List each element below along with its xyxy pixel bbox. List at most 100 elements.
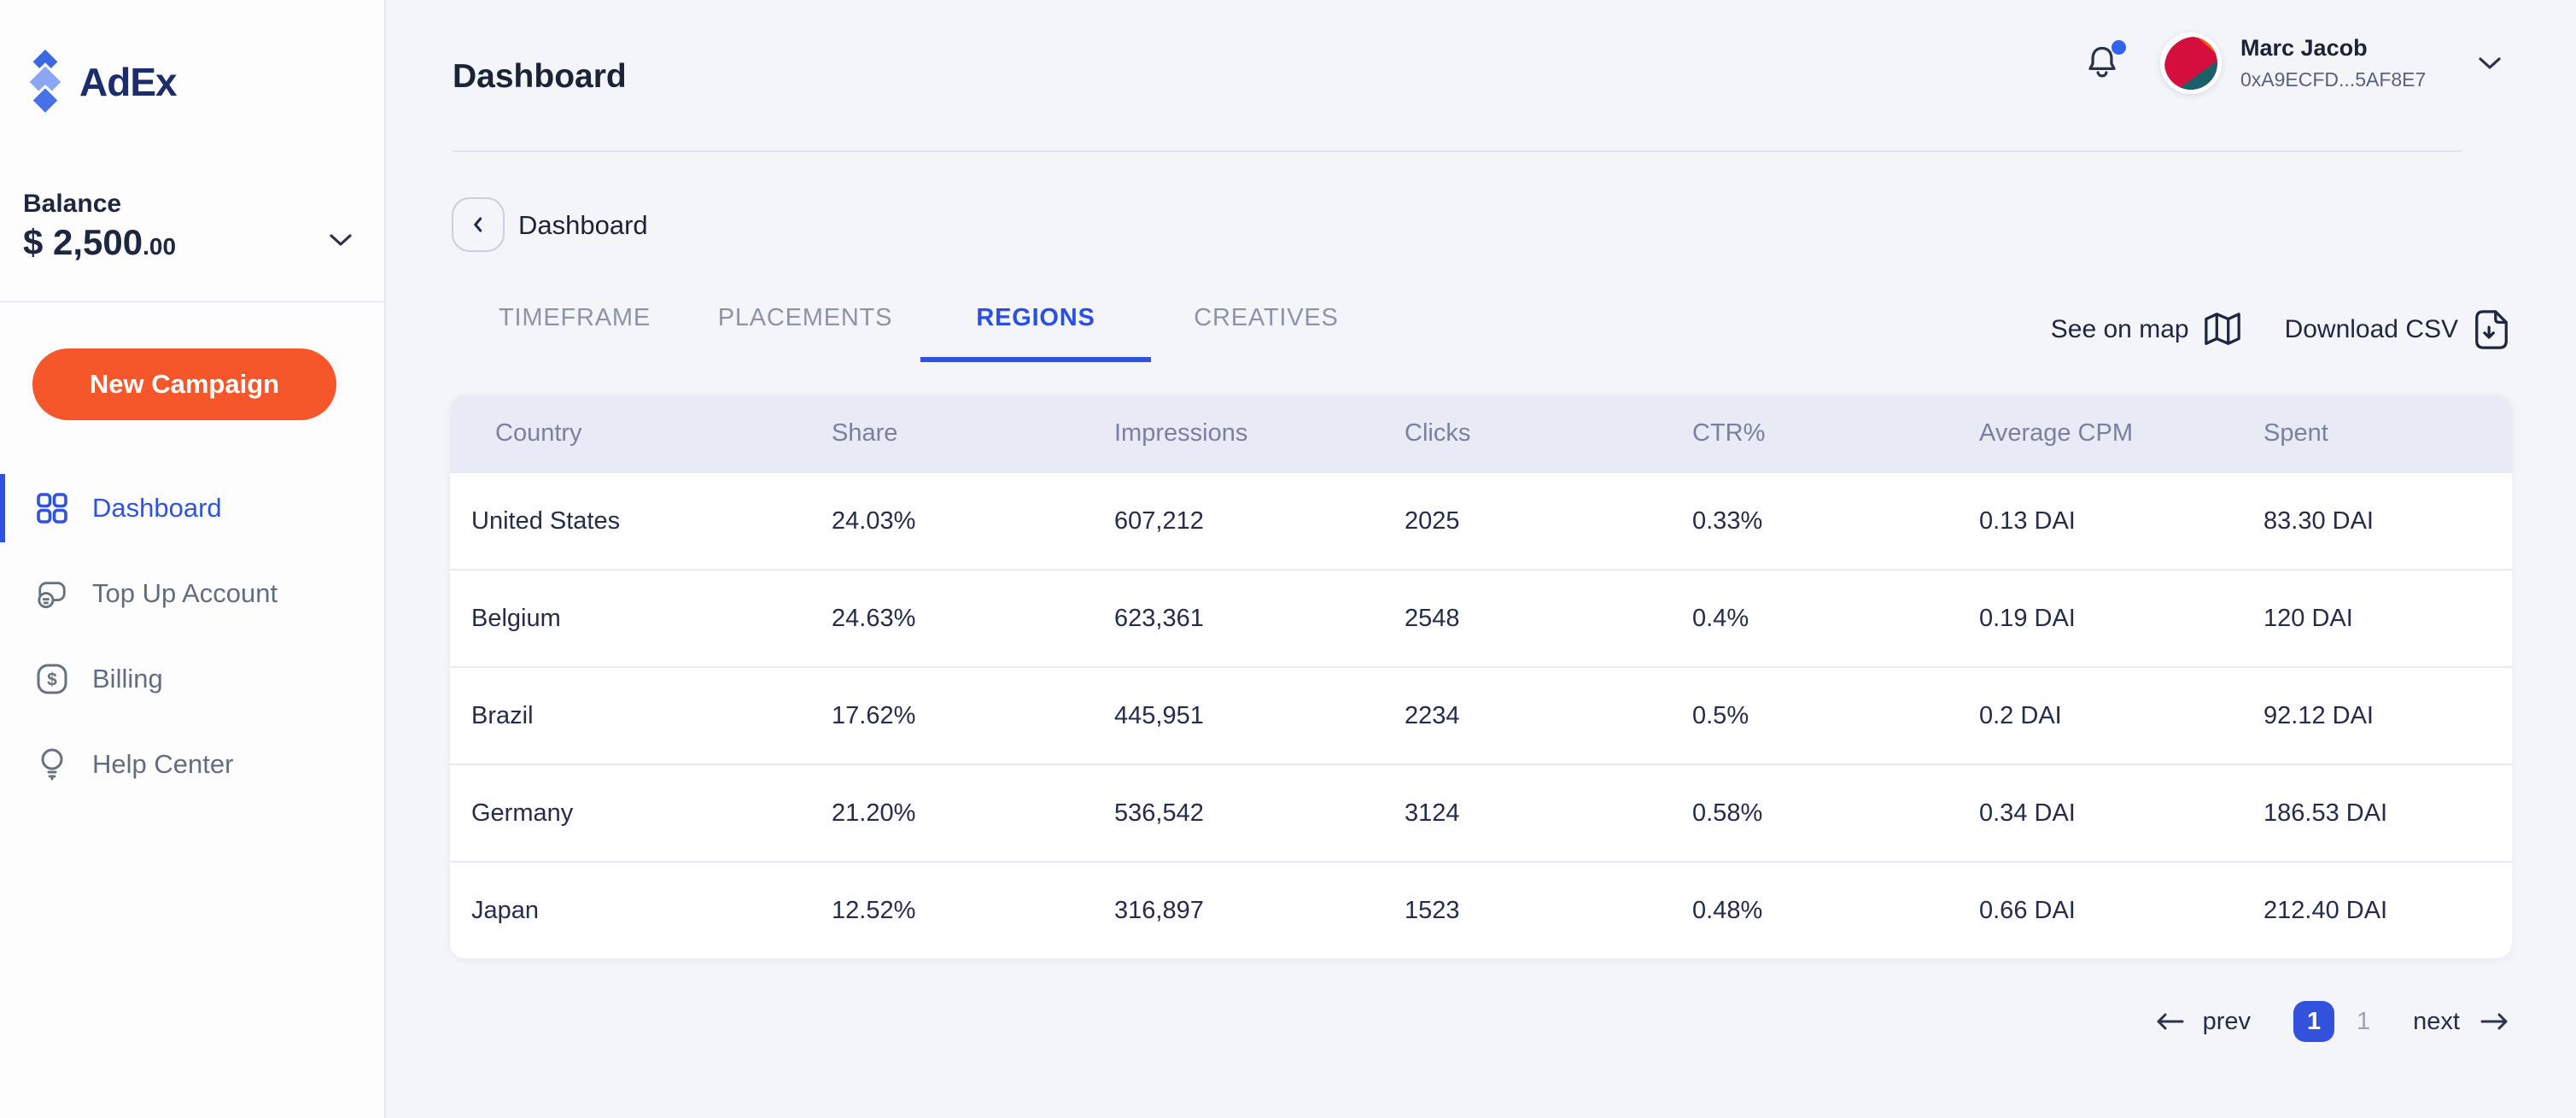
header-divider <box>453 150 2462 152</box>
cell-impressions: 536,542 <box>1114 799 1204 827</box>
new-campaign-label: New Campaign <box>89 369 280 399</box>
cell-impressions: 623,361 <box>1114 604 1204 632</box>
sidebar-item-dashboard[interactable]: Dashboard <box>0 465 384 551</box>
prev-arrow-icon[interactable] <box>2153 1010 2186 1033</box>
tab-placements[interactable]: PLACEMENTS <box>717 304 893 331</box>
pagination: prev 1 1 next <box>2153 999 2511 1044</box>
dollar-square-icon: $ <box>36 663 68 695</box>
next-arrow-icon[interactable] <box>2479 1010 2511 1033</box>
user-menu-chevron-down-icon[interactable] <box>2476 55 2503 72</box>
next-button[interactable]: next <box>2413 1007 2460 1035</box>
balance-amount: $ 2,500 <box>23 222 143 262</box>
cell-impressions: 607,212 <box>1114 506 1204 535</box>
cell-ctr: 0.48% <box>1692 896 1763 924</box>
new-campaign-button[interactable]: New Campaign <box>32 348 336 420</box>
cell-average-cpm: 0.66 DAI <box>1979 896 2076 924</box>
cell-country: United States <box>471 506 621 535</box>
cell-country: Belgium <box>471 604 561 632</box>
cell-clicks: 3124 <box>1405 799 1460 827</box>
page-last[interactable]: 1 <box>2357 1007 2371 1035</box>
column-header-spent: Spent <box>2263 419 2328 447</box>
table-row: Belgium 24.63% 623,361 2548 0.4% 0.19 DA… <box>450 569 2512 666</box>
tab-regions[interactable]: REGIONS <box>920 296 1151 362</box>
cell-impressions: 445,951 <box>1114 701 1204 729</box>
cell-average-cpm: 0.2 DAI <box>1979 701 2062 729</box>
coins-icon <box>36 577 68 610</box>
sidebar-item-top-up-account[interactable]: Top Up Account <box>0 551 384 636</box>
user-info: Marc Jacob 0xA9ECFD...5AF8E7 <box>2240 35 2427 91</box>
table-row: Germany 21.20% 536,542 3124 0.58% 0.34 D… <box>450 764 2512 861</box>
sidebar-item-billing[interactable]: $ Billing <box>0 636 384 722</box>
back-button[interactable] <box>452 197 505 252</box>
column-header-average-cpm: Average CPM <box>1979 419 2133 447</box>
cell-spent: 212.40 DAI <box>2263 896 2388 924</box>
file-download-icon <box>2475 310 2508 349</box>
cell-country: Germany <box>471 799 574 827</box>
map-icon <box>2204 313 2240 345</box>
sidebar-item-label: Billing <box>92 664 163 694</box>
cell-spent: 186.53 DAI <box>2263 799 2388 827</box>
wallet-address: 0xA9ECFD...5AF8E7 <box>2240 68 2427 91</box>
cell-impressions: 316,897 <box>1114 896 1204 924</box>
notifications-button[interactable] <box>2083 40 2126 83</box>
balance-chevron-down-icon[interactable] <box>328 232 353 248</box>
cell-average-cpm: 0.13 DAI <box>1979 506 2076 535</box>
cell-share: 24.63% <box>832 604 916 632</box>
column-header-country: Country <box>495 419 582 447</box>
sidebar-item-label: Help Center <box>92 749 234 779</box>
sidebar: AdEx Balance $ 2,500.00 New Campaign Das… <box>0 0 386 1118</box>
user-name: Marc Jacob <box>2240 35 2368 61</box>
cell-clicks: 2025 <box>1405 506 1460 535</box>
cell-spent: 120 DAI <box>2263 604 2353 632</box>
cell-average-cpm: 0.19 DAI <box>1979 604 2076 632</box>
notification-dot <box>2112 40 2126 55</box>
cell-clicks: 1523 <box>1405 896 1460 924</box>
see-on-map-button[interactable]: See on map <box>2051 311 2242 348</box>
svg-text:$: $ <box>47 670 57 690</box>
lightbulb-icon <box>36 748 68 781</box>
header-user-cluster: Marc Jacob 0xA9ECFD...5AF8E7 <box>2083 32 2503 94</box>
tab-creatives[interactable]: CREATIVES <box>1194 304 1339 331</box>
cell-country: Brazil <box>471 701 534 729</box>
tab-timeframe[interactable]: TIMEFRAME <box>499 304 651 331</box>
balance-value: $ 2,500.00 <box>23 222 176 263</box>
column-header-clicks: Clicks <box>1405 419 1471 447</box>
sidebar-divider <box>0 301 384 302</box>
grid-icon <box>36 492 68 524</box>
page-title: Dashboard <box>453 58 627 95</box>
cell-ctr: 0.5% <box>1692 701 1749 729</box>
adex-logo-text: AdEx <box>79 60 178 104</box>
cell-ctr: 0.33% <box>1692 506 1763 535</box>
see-on-map-label: See on map <box>2050 315 2189 343</box>
cell-country: Japan <box>471 896 540 924</box>
avatar[interactable] <box>2160 32 2222 94</box>
sidebar-item-label: Top Up Account <box>92 578 278 608</box>
cell-ctr: 0.4% <box>1692 604 1749 632</box>
table-row: Japan 12.52% 316,897 1523 0.48% 0.66 DAI… <box>450 861 2512 958</box>
table-row: United States 24.03% 607,212 2025 0.33% … <box>450 471 2512 569</box>
prev-button[interactable]: prev <box>2202 1007 2252 1035</box>
cell-clicks: 2548 <box>1405 604 1460 632</box>
table-row: Brazil 17.62% 445,951 2234 0.5% 0.2 DAI … <box>450 666 2512 764</box>
cell-share: 12.52% <box>832 896 916 924</box>
adex-logo[interactable]: AdEx <box>23 48 178 116</box>
cell-spent: 92.12 DAI <box>2263 701 2374 729</box>
table-header-row: Country Share Impressions Clicks CTR% Av… <box>450 395 2512 471</box>
page-current[interactable]: 1 <box>2293 1001 2335 1042</box>
column-header-share: Share <box>832 419 898 447</box>
sidebar-item-help-center[interactable]: Help Center <box>0 722 384 807</box>
cell-share: 17.62% <box>832 701 916 729</box>
tabs: TIMEFRAME PLACEMENTS REGIONS CREATIVES <box>459 296 1381 362</box>
cell-ctr: 0.58% <box>1692 799 1763 827</box>
column-header-impressions: Impressions <box>1114 419 1248 447</box>
main-content: Dashboard Marc Jacob 0xA9ECFD...5 <box>386 0 2576 1118</box>
cell-share: 21.20% <box>832 799 916 827</box>
download-csv-button[interactable]: Download CSV <box>2285 308 2511 351</box>
cell-spent: 83.30 DAI <box>2263 506 2374 535</box>
column-header-ctr: CTR% <box>1692 419 1766 447</box>
table-actions: See on map Download CSV <box>2051 306 2511 354</box>
regions-table: Country Share Impressions Clicks CTR% Av… <box>450 395 2512 958</box>
download-csv-label: Download CSV <box>2284 315 2458 343</box>
bell-icon <box>2088 46 2116 78</box>
sidebar-nav: Dashboard Top Up Account $ Billing <box>0 465 384 807</box>
